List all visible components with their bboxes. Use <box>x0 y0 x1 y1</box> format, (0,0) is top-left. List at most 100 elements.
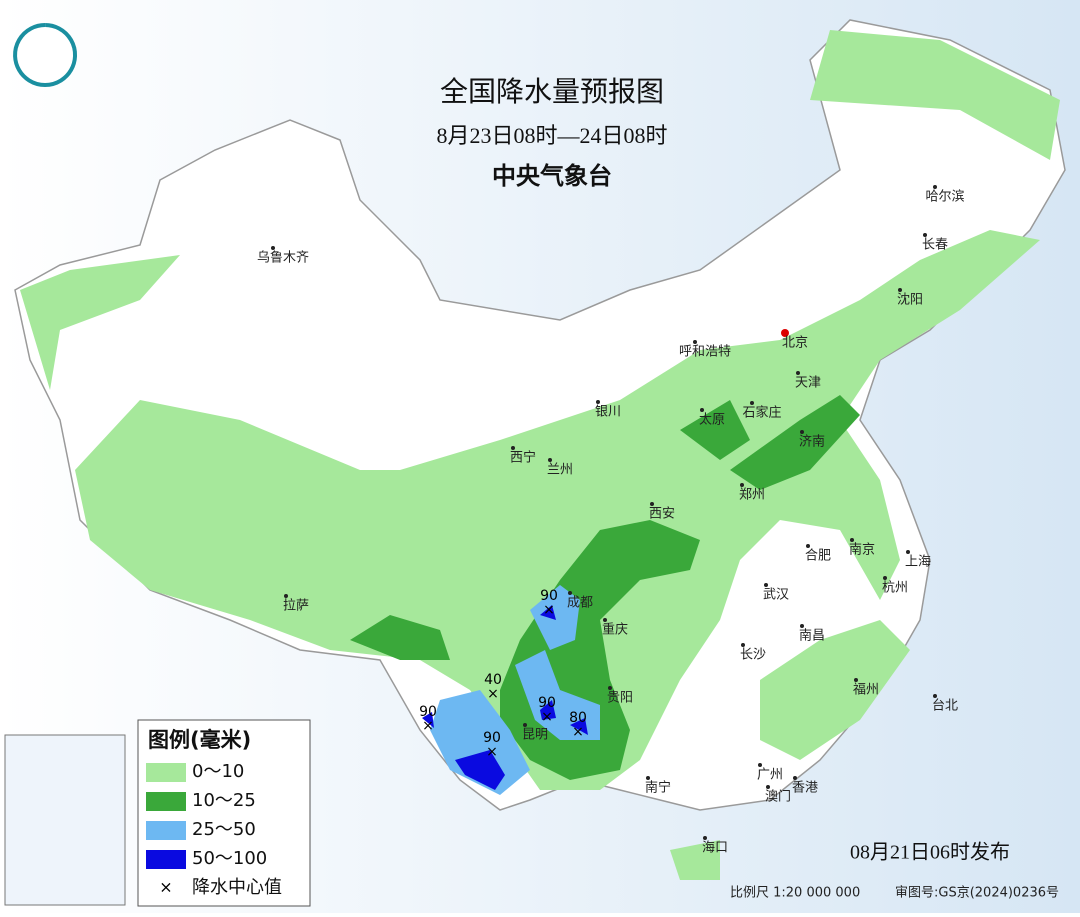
rain-center-mark: × <box>422 718 434 734</box>
city-label: 澳门 <box>765 789 791 805</box>
legend-swatch <box>146 850 186 869</box>
scale: 比例尺 1:20 000 000 <box>730 886 860 901</box>
city-label: 福州 <box>853 683 879 698</box>
city-dot <box>796 371 800 375</box>
rain-center-mark: × <box>543 602 555 618</box>
city-label: 长春 <box>922 238 948 253</box>
rain-center-value: 90 <box>483 730 501 746</box>
legend-cross: × <box>159 878 172 897</box>
city-label: 西宁 <box>510 450 536 466</box>
legend-item: 降水中心值 <box>192 877 282 898</box>
rain-10-25 <box>350 395 860 780</box>
rain-center-value: 80 <box>569 710 587 726</box>
city-label: 太原 <box>699 413 725 428</box>
city-dot <box>806 544 810 548</box>
legend-swatch <box>146 763 186 782</box>
legend-swatch <box>146 821 186 840</box>
city-dot <box>568 591 572 595</box>
rain-center-mark: × <box>572 724 584 740</box>
city-dot <box>850 538 854 542</box>
city-dot <box>764 583 768 587</box>
issued: 08月21日06时发布 <box>850 841 1010 864</box>
title: 全国降水量预报图 <box>440 75 664 108</box>
issuer: 中央气象台 <box>492 162 612 190</box>
city-dot <box>766 785 770 789</box>
legend-item: 50～100 <box>192 848 267 869</box>
city-label: 杭州 <box>882 581 908 596</box>
city-dot <box>793 776 797 780</box>
rain-0-10 <box>20 30 1060 880</box>
city-label: 西安 <box>649 507 675 522</box>
city-label: 昆明 <box>522 728 548 743</box>
inset <box>4 734 126 906</box>
city-dot <box>511 446 515 450</box>
city-dot <box>883 576 887 580</box>
city-label: 北京 <box>782 336 808 351</box>
rain-center-value: 90 <box>540 588 558 604</box>
legend-swatch <box>146 792 186 811</box>
city-label: 武汉 <box>763 588 789 603</box>
city-label: 天津 <box>795 376 821 391</box>
rain-center-mark: × <box>487 686 499 702</box>
city-label: 沈阳 <box>897 293 923 308</box>
city-dot <box>284 594 288 598</box>
city-label: 乌鲁木齐 <box>257 250 309 266</box>
city-label: 成都 <box>567 596 593 611</box>
city-dot <box>693 340 697 344</box>
city-label: 兰州 <box>547 463 573 478</box>
city-label: 哈尔滨 <box>925 189 964 205</box>
city-dot <box>933 694 937 698</box>
city-dot <box>800 430 804 434</box>
city-dot <box>800 624 804 628</box>
city-dot <box>271 246 275 250</box>
city-dot <box>703 836 707 840</box>
city-dot <box>596 400 600 404</box>
city-label: 重庆 <box>602 622 628 638</box>
city-label: 拉萨 <box>283 599 309 614</box>
rain-center-value: 40 <box>484 672 502 688</box>
rain-25-50 <box>430 585 600 795</box>
rain-center-value: 90 <box>419 704 437 720</box>
city-dot <box>700 408 704 412</box>
city-label: 广州 <box>757 768 783 783</box>
city-dot <box>740 483 744 487</box>
city-label: 上海 <box>905 555 931 570</box>
rain-center-mark: × <box>541 709 553 725</box>
city-label: 银川 <box>595 405 621 420</box>
city-label: 长沙 <box>740 648 766 663</box>
city-dot <box>646 776 650 780</box>
legend-title: 图例(毫米) <box>148 728 251 752</box>
city-label: 呼和浩特 <box>679 345 731 360</box>
rain-center-mark: × <box>486 744 498 760</box>
approval: 审图号:GS京(2024)0236号 <box>895 886 1059 901</box>
city-dot <box>923 233 927 237</box>
city-dot <box>548 458 552 462</box>
city-dot <box>781 329 789 337</box>
city-label: 贵阳 <box>607 691 633 706</box>
city-label: 济南 <box>799 434 825 450</box>
city-label: 南京 <box>849 542 875 558</box>
city-dot <box>906 550 910 554</box>
city-dot <box>933 185 937 189</box>
city-label: 台北 <box>932 699 958 714</box>
legend-item: 10～25 <box>192 790 256 811</box>
legend-item: 25～50 <box>192 819 256 840</box>
rain-center-value: 90 <box>538 695 556 711</box>
legend-box <box>137 719 311 907</box>
city-dot <box>650 502 654 506</box>
city-label: 南宁 <box>645 780 671 796</box>
city-dot <box>741 643 745 647</box>
city-label: 合肥 <box>805 549 831 564</box>
logo <box>13 23 77 87</box>
city-dot <box>608 686 612 690</box>
city-label: 南昌 <box>799 628 825 644</box>
city-dot <box>854 678 858 682</box>
city-dot <box>523 723 527 727</box>
period: 8月23日08时—24日08时 <box>436 123 667 148</box>
city-dot <box>758 763 762 767</box>
city-dot <box>750 401 754 405</box>
city-label: 香港 <box>792 781 818 796</box>
legend-item: 0～10 <box>192 761 244 782</box>
city-label: 石家庄 <box>742 405 781 421</box>
